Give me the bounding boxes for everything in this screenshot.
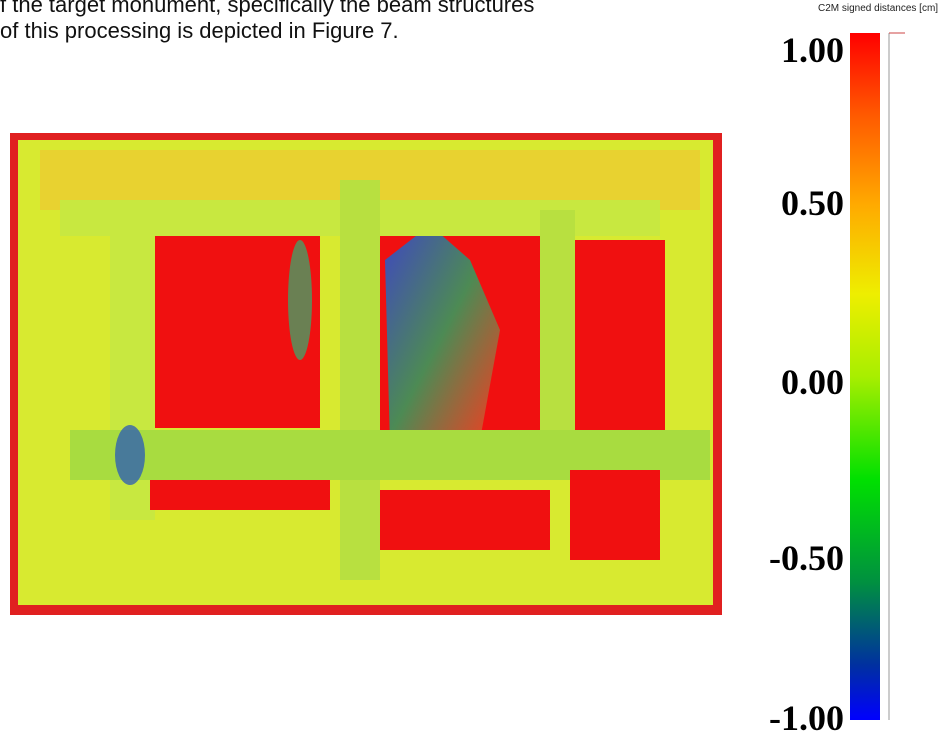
- beam: [340, 180, 380, 580]
- region: [570, 470, 660, 560]
- colorbar: [850, 33, 880, 720]
- colorbar-label: 1.00: [781, 29, 844, 71]
- colorbar-label: -0.50: [769, 537, 844, 579]
- page: f the target monument, specifically the …: [0, 0, 944, 746]
- heatmap-image: [10, 133, 722, 615]
- colorbar-title: C2M signed distances [cm]: [818, 3, 938, 14]
- colorbar-label: 0.00: [781, 361, 844, 403]
- region: [288, 240, 312, 360]
- colorbar-label: -1.00: [769, 697, 844, 739]
- colorbar-label: 0.50: [781, 182, 844, 224]
- region: [380, 490, 550, 550]
- region: [150, 480, 330, 510]
- region: [115, 425, 145, 485]
